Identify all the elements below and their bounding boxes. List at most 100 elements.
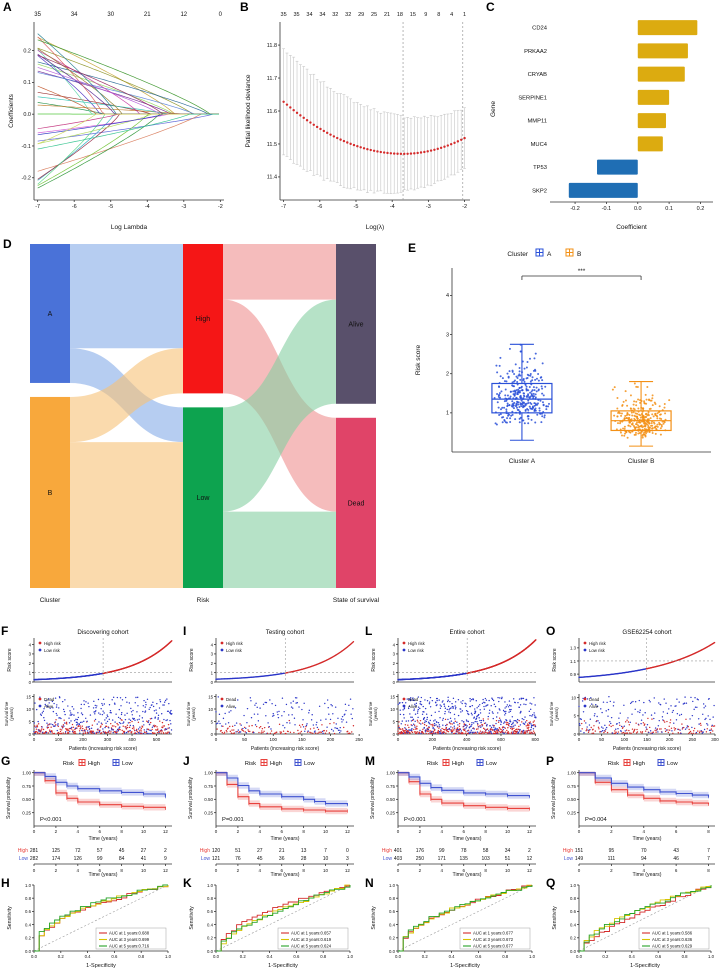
svg-text:GSE62254 cohort: GSE62254 cohort [622,629,671,636]
chart-C: -0.2 -0.1 0.0 0.1 0.2 Coefficient Gene CD24 PRKA… [490,20,713,231]
svg-text:High risk: High risk [44,641,62,646]
svg-text:15: 15 [390,694,395,699]
panel-C: -0.2 -0.1 0.0 0.1 0.2 Coefficient Gene CD24 PRKA… [486,4,725,234]
svg-text:Patients (increasing risk scor: Patients (increasing risk score) [251,746,320,752]
svg-text:29: 29 [358,12,364,18]
svg-text:Cluster: Cluster [507,251,528,258]
svg-text:SERPINE1: SERPINE1 [518,95,547,101]
svg-text:11.7: 11.7 [267,76,277,82]
svg-text:11.6: 11.6 [267,109,277,115]
svg-text:0.0: 0.0 [23,112,31,118]
svg-text:(years): (years) [373,707,378,721]
svg-text:-2: -2 [462,204,467,210]
svg-text:Risk score: Risk score [7,648,13,672]
svg-text:-6: -6 [72,204,77,210]
svg-text:Low risk: Low risk [44,648,61,653]
svg-text:Survival time: Survival time [4,701,9,726]
panel-label-I: I [183,624,187,638]
svg-text:Coefficient: Coefficient [616,224,647,231]
svg-text:5: 5 [574,714,577,719]
svg-text:Cluster: Cluster [40,597,61,604]
svg-text:Cluster B: Cluster B [628,458,655,465]
svg-text:4: 4 [211,642,214,647]
chart-N: 0.0 0.2 0.4 0.6 0.8 1.00.00.20.40.60.81.0Sens… [371,883,536,969]
svg-text:1.3: 1.3 [570,646,577,651]
svg-text:Entire cohort: Entire cohort [449,629,484,636]
svg-text:Risk score: Risk score [371,648,377,672]
svg-text:1: 1 [211,670,214,675]
svg-text:Patial likelihood deviance: Patial likelihood deviance [245,74,252,147]
svg-text:32: 32 [345,12,351,18]
svg-text:Discovering cohort: Discovering cohort [77,629,129,636]
svg-text:34: 34 [306,12,312,18]
svg-text:250: 250 [355,737,363,742]
chart-O: GSE62254 cohort 0.9 1.1 1.3 0 5 10 High risk Low… [549,629,719,752]
panel-label-E: E [408,241,417,255]
svg-text:State of survival: State of survival [333,597,380,604]
panel-E: 1 2 3 4 Risk score Cluster A Cluster B *** Clust… [408,242,725,488]
panel-P: Risk High Low 0.25 0.50 0.75 1.00 0 2 4 6 8 Survival… [547,756,725,878]
svg-text:-4: -4 [390,204,395,210]
svg-text:21: 21 [144,12,151,18]
svg-text:Log Lambda: Log Lambda [111,224,148,231]
svg-text:50: 50 [242,737,248,742]
svg-text:5: 5 [393,719,396,724]
svg-text:High: High [196,316,211,323]
svg-text:200: 200 [429,737,437,742]
svg-text:Dead: Dead [408,697,419,702]
svg-text:12: 12 [180,12,187,18]
panel-label-M: M [365,754,375,768]
svg-text:0: 0 [219,12,223,18]
svg-text:150: 150 [298,737,306,742]
panel-D: A B High Low Alive Dead Cluster Risk State of su… [4,238,402,622]
svg-text:Alive: Alive [44,704,54,709]
svg-text:Risk score: Risk score [415,344,422,375]
svg-text:2: 2 [29,661,32,666]
svg-text:5: 5 [211,719,214,724]
svg-text:-3: -3 [181,204,186,210]
svg-text:3: 3 [446,332,449,338]
svg-text:25: 25 [371,12,377,18]
svg-text:600: 600 [497,737,505,742]
chart-E: 1 2 3 4 Risk score Cluster A Cluster B *** Clust… [415,248,711,465]
svg-text:0: 0 [33,737,36,742]
svg-text:10: 10 [571,695,576,700]
svg-text:PRKAA2: PRKAA2 [524,49,547,55]
panel-label-K: K [183,876,192,890]
svg-text:(years): (years) [9,707,14,721]
panel-label-P: P [546,754,555,768]
panel-K: 0.0 0.2 0.4 0.6 0.8 1.0 0.0 0.2 0.4 0.6 0.8 1.0 Sens… [184,880,364,976]
svg-text:-6: -6 [317,204,322,210]
svg-text:10: 10 [26,707,31,712]
svg-text:0.2: 0.2 [23,48,31,54]
panel-F: Discovering cohort 0 1 2 3 4 0 5 10 15 High risk Lo… [2,626,182,754]
svg-text:Dead: Dead [44,697,55,702]
chart-I: Testing cohort 0 1 2 3 4 0 5 10 15 High risk Low ri… [186,629,363,752]
chart-F: Discovering cohort 0 1 2 3 4 0 5 10 15 High risk Lo… [4,629,173,752]
panel-label-Q: Q [546,876,556,890]
svg-text:4: 4 [393,642,396,647]
svg-text:0.9: 0.9 [570,672,577,677]
svg-text:-5: -5 [354,204,359,210]
svg-text:Risk score: Risk score [189,648,195,672]
svg-text:Survival time: Survival time [368,701,373,726]
panel-label-D: D [3,237,12,251]
svg-text:Risk score: Risk score [552,648,558,672]
svg-text:18: 18 [397,12,403,18]
svg-text:0: 0 [393,680,396,685]
svg-text:High risk: High risk [589,641,607,646]
panel-L: Entire cohort 0 1 2 3 4 0 5 10 15 High risk Low ris… [366,626,546,754]
svg-text:1.1: 1.1 [570,659,577,664]
svg-text:300: 300 [104,737,112,742]
svg-text:TP53: TP53 [533,165,547,171]
panel-A: -7 -6 -5 -4 -3 -2 -0.2 -0.1 0.0 0.1 0.2 35 34 30 21 12 0… [4,4,234,234]
svg-text:11.8: 11.8 [267,43,277,49]
panel-label-B: B [240,0,249,14]
panel-M: Risk High Low 0.25 0.50 0.75 1.00 0 2 4 6 8 10 12 Surv… [366,756,546,878]
chart-B: -7 -6 -5 -4 -3 -2 11.4 11.5 11.6 11.7 11.8 35 35 34 34… [245,12,470,231]
